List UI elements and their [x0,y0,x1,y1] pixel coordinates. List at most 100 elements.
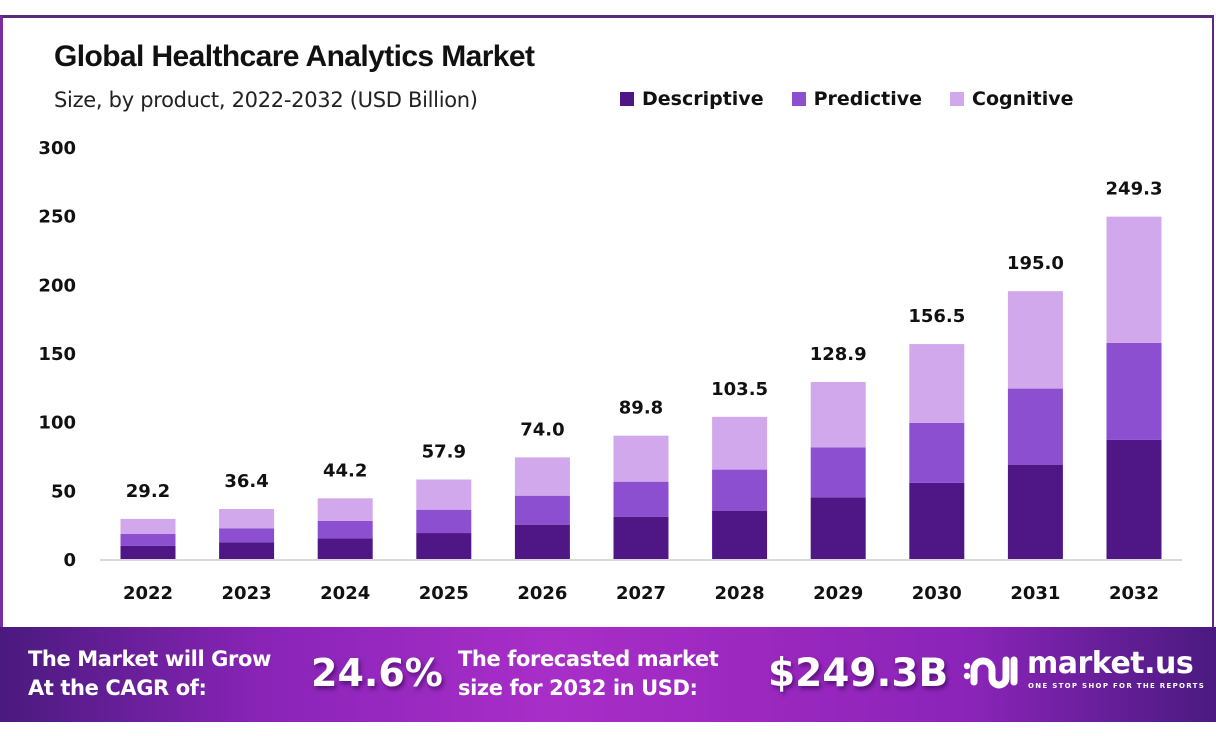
y-tick-label: 100 [38,413,76,434]
legend-swatch-descriptive [620,92,634,106]
legend-item-cognitive: Cognitive [950,88,1074,110]
total-value-label: 89.8 [619,398,663,419]
bar-stack-2026 [514,457,570,559]
x-tick-label: 2027 [616,583,666,604]
total-value-label: 249.3 [1106,179,1163,200]
bar-segment-predictive [1007,388,1063,465]
y-axis: 0 50 100 150 200 250 300 [38,138,76,571]
bar-stack-2024 [317,498,373,559]
bar-segment-cognitive [712,416,768,470]
total-value-label: 74.0 [520,419,564,440]
total-value-label: 29.2 [126,481,170,502]
bar-segment-predictive [712,469,768,511]
bar-stack-2023 [219,509,275,559]
x-tick-label: 2022 [123,583,173,604]
x-axis: 2022 2023 2024 2025 2026 2027 2028 2029 2030 2031… [123,583,1159,604]
legend-label-cognitive: Cognitive [972,88,1074,110]
cagr-caption: The Market will Grow At the CAGR of: [28,645,271,703]
bar-segment-descriptive [514,524,570,559]
market-us-logo-icon [963,656,1018,689]
forecast-caption-line2: size for 2032 in USD: [458,676,698,700]
x-tick-label: 2024 [320,583,370,604]
bar-segment-cognitive [810,381,866,448]
legend-swatch-cognitive [950,92,965,106]
bar-stack-2022 [120,518,176,559]
bar-segment-cognitive [416,479,472,510]
stacked-bar-chart: 0 50 100 150 200 250 300 2022 2023 2024 2025 2026 2… [38,138,1182,604]
x-tick-label: 2030 [912,583,962,604]
bar-segment-predictive [317,520,373,539]
bar-stack-2030 [909,344,965,559]
bar-segment-cognitive [1007,291,1063,389]
bar-segment-predictive [416,509,472,534]
bar-segment-cognitive [514,457,570,496]
x-tick-label: 2023 [222,583,272,604]
total-value-label: 57.9 [422,441,466,462]
bar-stack-2027 [613,435,669,559]
total-value-label: 36.4 [224,471,268,492]
bar-stack-2025 [416,479,472,559]
legend-item-predictive: Predictive [791,88,923,110]
brand-tagline: ONE STOP SHOP FOR THE REPORTS [1028,682,1206,690]
bar-segment-predictive [120,534,176,546]
bar-segment-cognitive [120,518,176,535]
bar-segment-descriptive [613,516,669,559]
total-value-label: 44.2 [323,460,367,481]
bar-segment-cognitive [219,509,275,529]
legend-label-predictive: Predictive [813,88,923,110]
y-tick-label: 50 [51,481,76,502]
bars [120,216,1162,559]
legend-label-descriptive: Descriptive [642,88,764,110]
bar-segment-descriptive [416,533,472,559]
legend-item-descriptive: Descriptive [620,88,764,110]
bar-segment-descriptive [120,545,176,559]
bar-segment-descriptive [1007,464,1063,559]
bar-segment-predictive [1106,342,1162,440]
bar-segment-predictive [613,481,669,517]
bar-segment-descriptive [1106,439,1162,559]
bar-stack-2029 [810,381,866,559]
y-tick-label: 250 [38,207,76,228]
forecast-caption: The forecasted market size for 2032 in U… [458,645,719,703]
bar-segment-predictive [514,495,570,525]
bar-segment-cognitive [909,344,965,423]
total-value-label: 156.5 [908,306,965,327]
bar-segment-cognitive [613,435,669,482]
cagr-value: 24.6% [311,651,443,695]
bar-stack-2031 [1007,291,1063,559]
bar-stack-2032 [1106,216,1162,559]
total-value-label: 103.5 [711,379,768,400]
bar-segment-predictive [219,528,275,543]
legend: Descriptive Predictive Cognitive [620,88,1074,110]
data-labels: 29.2 36.4 44.2 57.9 74.0 89.8 103.5 128.9 156.5 1… [126,179,1163,502]
forecast-value: $249.3B [768,651,949,696]
x-tick-label: 2025 [419,583,469,604]
cagr-caption-line1: The Market will Grow [28,647,271,671]
cagr-caption-line2: At the CAGR of: [28,676,207,700]
bar-segment-descriptive [712,510,768,559]
x-tick-label: 2032 [1109,583,1159,604]
chart-title: Global Healthcare Analytics Market [54,40,535,73]
bar-segment-descriptive [810,497,866,559]
brand-name: market.us [1027,646,1194,681]
bar-segment-descriptive [219,542,275,559]
bar-stack-2028 [712,416,768,559]
forecast-caption-line1: The forecasted market [458,647,719,671]
bar-segment-predictive [810,447,866,498]
y-tick-label: 0 [63,550,76,571]
total-value-label: 128.9 [810,344,867,365]
y-tick-label: 150 [38,344,76,365]
x-tick-label: 2028 [715,583,765,604]
bar-segment-cognitive [317,498,373,521]
legend-swatch-predictive [791,92,806,106]
bar-segment-descriptive [317,538,373,559]
bar-segment-cognitive [1106,216,1162,343]
bar-segment-descriptive [909,482,965,559]
x-tick-label: 2029 [813,583,863,604]
chart-subtitle: Size, by product, 2022-2032 (USD Billion… [54,88,478,112]
total-value-label: 195.0 [1007,253,1064,274]
bar-segment-predictive [909,422,965,483]
y-tick-label: 300 [38,138,76,159]
y-tick-label: 200 [38,275,76,296]
x-tick-label: 2026 [517,583,567,604]
